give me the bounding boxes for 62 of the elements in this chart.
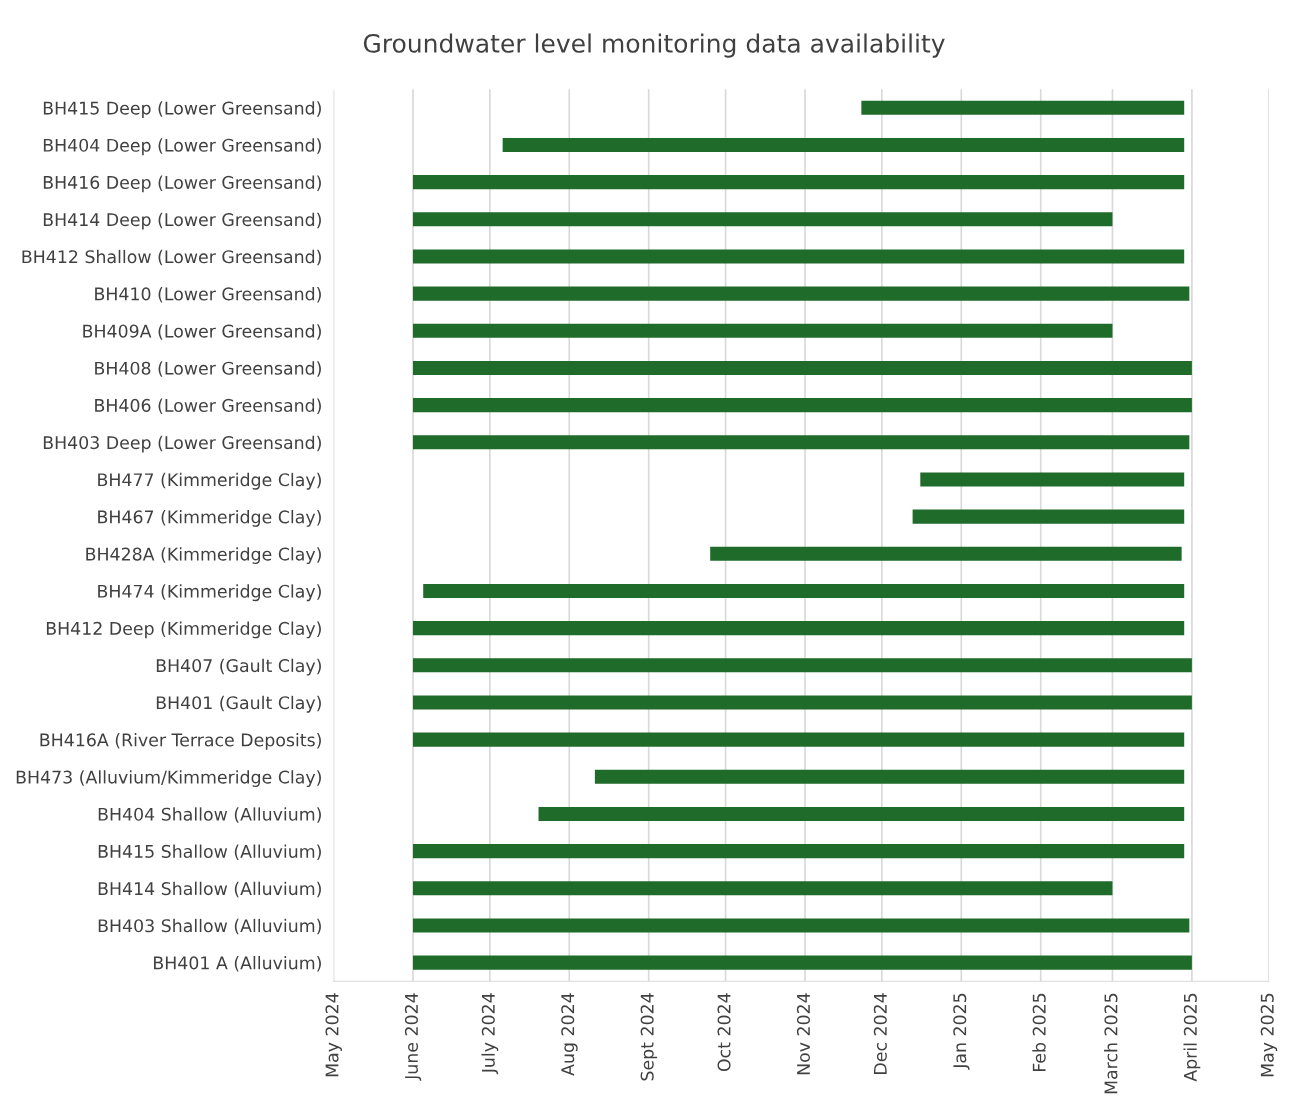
x-tick-label: June 2024 — [404, 993, 422, 1081]
bar — [412, 286, 1190, 301]
bar — [412, 323, 1113, 338]
bar — [423, 583, 1185, 599]
y-tick-label: BH403 Shallow (Alluvium) — [98, 918, 321, 935]
bar — [412, 918, 1190, 933]
y-tick-label: BH474 (Kimmeridge Clay) — [98, 584, 321, 602]
y-tick-label: BH415 Shallow (Alluvium) — [98, 844, 321, 860]
x-tick-label: May 2024 — [325, 993, 342, 1077]
x-tick-label: July 2024 — [481, 993, 499, 1075]
bar — [861, 100, 1185, 115]
bar — [920, 472, 1185, 487]
bar — [412, 398, 1192, 413]
bar — [412, 955, 1192, 970]
bar — [412, 658, 1192, 673]
y-tick-label: BH416 Deep (Lower Greensand) — [43, 175, 321, 193]
y-tick-label: BH467 (Kimmeridge Clay) — [98, 510, 321, 527]
y-tick-label: BH407 (Gault Clay) — [156, 658, 321, 676]
y-tick-label: BH403 Deep (Lower Greensand) — [43, 435, 321, 453]
x-tick-label: Jan 2025 — [953, 993, 970, 1070]
bar — [538, 806, 1185, 822]
y-tick-label: BH408 (Lower Greensand) — [95, 361, 321, 377]
y-tick-label: BH412 Deep (Kimmeridge Clay) — [46, 621, 321, 639]
bar — [412, 881, 1113, 896]
x-tick-label: Oct 2024 — [717, 993, 731, 1072]
x-tick-label: Dec 2024 — [873, 993, 887, 1074]
y-tick-label: BH412 Shallow (Lower Greensand) — [22, 249, 321, 266]
y-tick-label: BH414 Deep (Lower Greensand) — [43, 212, 321, 230]
bar — [412, 212, 1113, 227]
y-tick-label: BH409A (Lower Greensand) — [83, 324, 321, 340]
bar — [412, 844, 1185, 859]
bar — [594, 769, 1185, 784]
x-tick-label: Feb 2025 — [1032, 993, 1046, 1072]
y-tick-label: BH477 (Kimmeridge Clay) — [98, 472, 321, 490]
y-tick-label: BH414 Shallow (Alluvium) — [98, 881, 321, 898]
y-tick-label: BH401 (Gault Clay) — [156, 695, 321, 713]
y-tick-label: BH416A (River Terrace Deposits) — [40, 733, 321, 750]
bar — [412, 249, 1185, 264]
bar — [412, 695, 1192, 710]
x-tick-label: Sept 2024 — [640, 993, 658, 1081]
x-tick-label: May 2025 — [1260, 993, 1278, 1077]
y-tick-label: BH473 (Alluvium/Kimmeridge Clay) — [16, 770, 321, 787]
x-tick-label: Nov 2024 — [796, 993, 811, 1075]
bar — [412, 175, 1185, 190]
bar — [912, 509, 1185, 524]
y-tick-label: BH415 Deep (Lower Greensand) — [43, 101, 321, 118]
y-tick-label: BH401 A (Alluvium) — [154, 956, 321, 972]
y-tick-label: BH406 (Lower Greensand) — [95, 398, 321, 414]
chart-title: Groundwater level monitoring data availability — [363, 33, 945, 58]
x-tick-label: Aug 2024 — [561, 993, 578, 1076]
y-tick-label: BH404 Shallow (Alluvium) — [98, 807, 321, 823]
y-tick-label: BH404 Deep (Lower Greensand) — [43, 138, 321, 156]
bar — [502, 137, 1185, 153]
y-tick-label: BH428A (Kimmeridge Clay) — [86, 547, 321, 564]
x-tick-label: March 2025 — [1104, 993, 1118, 1094]
bar — [412, 360, 1192, 376]
bar — [412, 732, 1185, 747]
bar — [412, 621, 1185, 636]
y-tick-label: BH410 (Lower Greensand) — [95, 287, 321, 303]
x-tick-label: April 2025 — [1183, 993, 1201, 1082]
bar — [412, 435, 1190, 450]
bar — [710, 546, 1182, 561]
